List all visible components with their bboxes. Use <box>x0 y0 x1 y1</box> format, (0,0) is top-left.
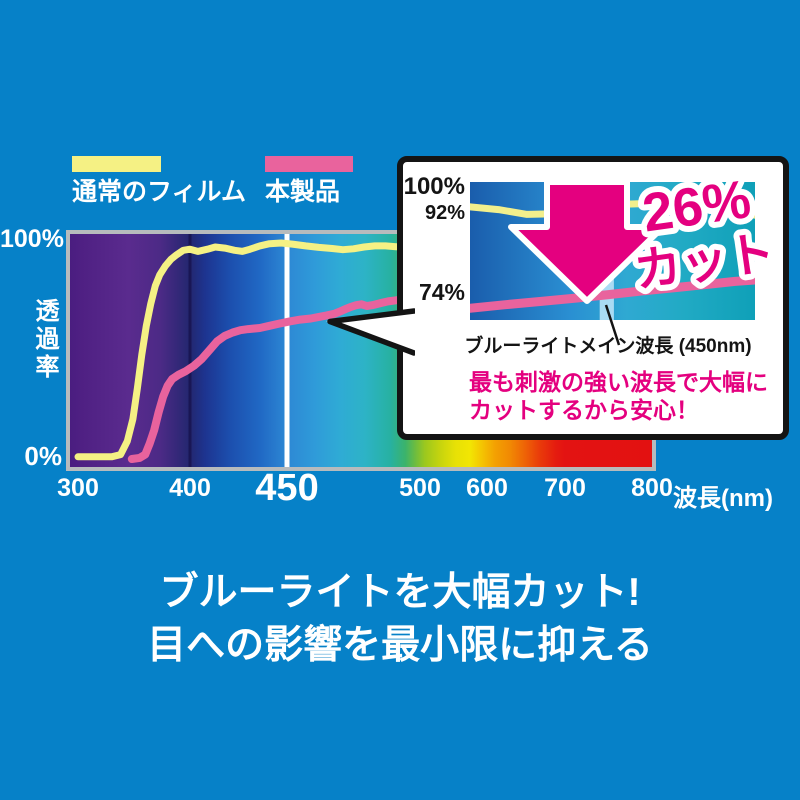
callout-value-74: 74% <box>418 279 465 305</box>
callout-note-line1: 最も刺激の強い波長で大幅に <box>469 369 768 395</box>
callout-tail <box>326 308 415 356</box>
legend-item-normal-film: 通常のフィルム <box>72 156 246 205</box>
cut-percentage-badge: 26% カット <box>625 165 784 304</box>
legend-item-product: 本製品 <box>265 156 353 205</box>
legend-label-normal-film: 通常のフィルム <box>72 178 247 206</box>
callout-note: 最も刺激の強い波長で大幅に カットするから安心！ <box>469 368 768 424</box>
x-tick-label-450: 450 <box>255 467 319 509</box>
x-axis-unit-label: 波長(nm) <box>673 485 773 512</box>
x-tick-label-500: 500 <box>399 474 441 502</box>
legend-swatch-normal-film <box>72 156 161 172</box>
zoomed-curve-product <box>470 275 755 313</box>
headline-line1: ブルーライトを大幅カット! <box>159 571 641 614</box>
callout-value-100: 100% <box>403 173 465 200</box>
highlight-line-450nm <box>284 234 290 467</box>
y-axis-label-100: 100% <box>0 225 64 253</box>
zoomed-chart <box>470 182 755 320</box>
x-tick-label-600: 600 <box>466 474 508 502</box>
callout-note-line2: カットするから安心！ <box>469 397 699 423</box>
arrow-down-icon <box>508 182 666 304</box>
curve-normal-film <box>74 239 408 461</box>
y-axis-title: 透過率 <box>31 298 58 382</box>
curve-product <box>127 295 408 463</box>
x-tick-label-400: 400 <box>169 474 211 502</box>
x-tick-label-300: 300 <box>57 474 99 502</box>
headline: ブルーライトを大幅カット! 目への影響を最小限に抑える <box>0 566 800 672</box>
headline-line2: 目への影響を最小限に抑える <box>147 624 653 667</box>
legend-label-product: 本製品 <box>265 178 341 206</box>
callout-caption: ブルーライトメイン波長 (450nm) <box>464 336 752 357</box>
y-axis-label-0: 0% <box>24 441 62 471</box>
gridline-400nm <box>188 234 192 467</box>
x-tick-label-700: 700 <box>544 474 586 502</box>
callout-value-92: 92% <box>424 202 465 224</box>
band-pointer-line <box>604 304 621 346</box>
x-tick-label-800: 800 <box>631 474 673 502</box>
callout-box: 100% 92% 74% 26% カット <box>397 156 789 440</box>
legend-swatch-product <box>265 156 353 172</box>
